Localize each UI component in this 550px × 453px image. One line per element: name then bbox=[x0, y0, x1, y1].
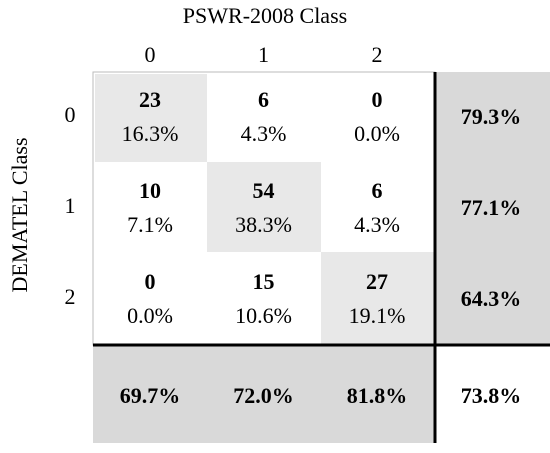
cell-count: 0 bbox=[145, 269, 156, 294]
row-label: 2 bbox=[65, 284, 76, 309]
cell-percent: 19.1% bbox=[349, 303, 406, 328]
cell-percent: 7.1% bbox=[127, 212, 173, 237]
row-total-band bbox=[435, 72, 550, 345]
cell-percent: 38.3% bbox=[235, 212, 292, 237]
cell-percent: 4.3% bbox=[241, 121, 287, 146]
row-total: 77.1% bbox=[461, 195, 522, 220]
cell-count: 6 bbox=[372, 178, 383, 203]
column-title: PSWR-2008 Class bbox=[183, 3, 347, 28]
cell-percent: 0.0% bbox=[354, 121, 400, 146]
column-label: 2 bbox=[372, 42, 383, 67]
diagonal-cell bbox=[321, 252, 435, 345]
row-total: 79.3% bbox=[461, 104, 522, 129]
column-label: 0 bbox=[145, 42, 156, 67]
cell-percent: 10.6% bbox=[235, 303, 292, 328]
row-title: DEMATEL Class bbox=[7, 137, 32, 292]
row-label: 1 bbox=[65, 193, 76, 218]
cell-count: 27 bbox=[366, 269, 388, 294]
column-total: 72.0% bbox=[233, 383, 294, 408]
column-label: 1 bbox=[258, 42, 269, 67]
column-total: 81.8% bbox=[347, 383, 408, 408]
cell-count: 10 bbox=[139, 178, 161, 203]
cell-count: 23 bbox=[139, 87, 161, 112]
column-total: 69.7% bbox=[120, 383, 181, 408]
column-total-band bbox=[93, 345, 435, 443]
cell-count: 15 bbox=[253, 269, 275, 294]
row-label: 0 bbox=[65, 102, 76, 127]
cell-percent: 4.3% bbox=[354, 212, 400, 237]
overall: 73.8% bbox=[461, 383, 522, 408]
cell-count: 54 bbox=[253, 178, 275, 203]
row-total: 64.3% bbox=[461, 286, 522, 311]
cell-count: 6 bbox=[258, 87, 269, 112]
cell-percent: 16.3% bbox=[122, 121, 179, 146]
cell-count: 0 bbox=[372, 87, 383, 112]
diagonal-cell bbox=[207, 162, 321, 252]
diagonal-cell bbox=[95, 74, 207, 162]
cell-percent: 0.0% bbox=[127, 303, 173, 328]
